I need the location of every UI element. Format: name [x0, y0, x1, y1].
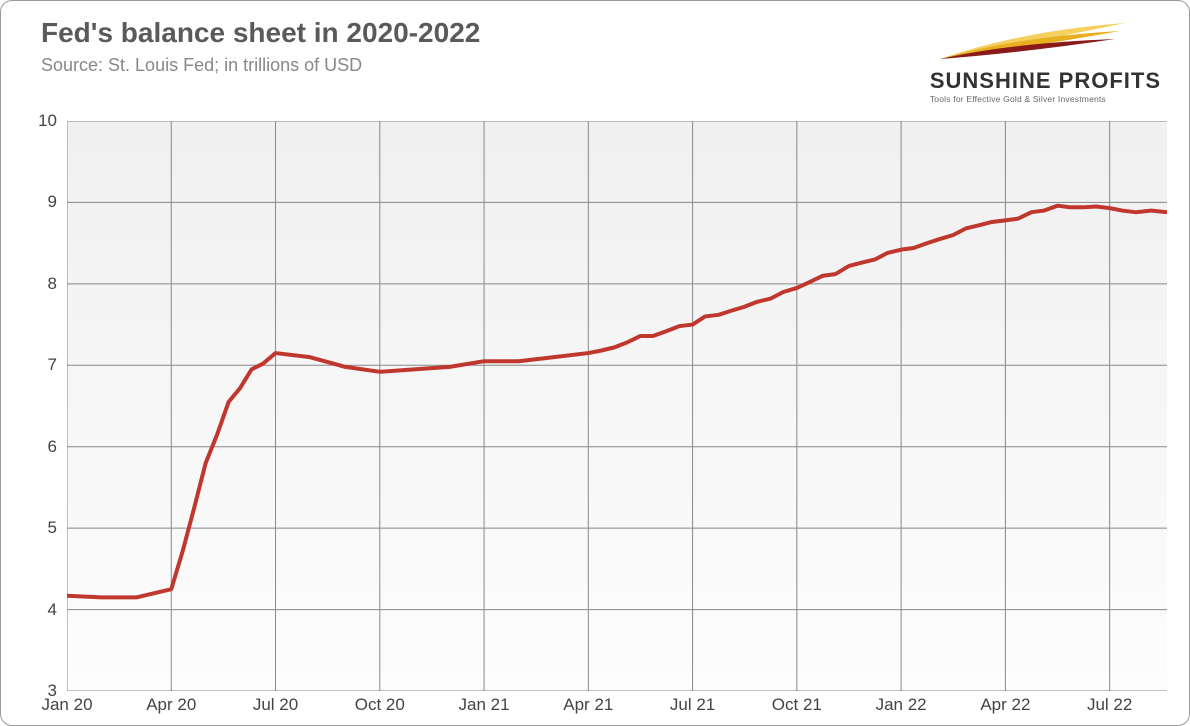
y-tick-label: 9	[17, 192, 57, 212]
y-tick-label: 8	[17, 274, 57, 294]
logo-swoosh-icon	[930, 21, 1130, 63]
chart-svg	[67, 121, 1167, 691]
x-tick-label: Jan 22	[876, 695, 927, 715]
x-tick-label: Oct 21	[772, 695, 822, 715]
y-tick-label: 5	[17, 518, 57, 538]
x-tick-label: Jan 20	[41, 695, 92, 715]
chart-card: Fed's balance sheet in 2020-2022 Source:…	[0, 0, 1190, 726]
x-tick-label: Jul 20	[253, 695, 298, 715]
brand-logo: SUNSHINE PROFITS Tools for Effective Gol…	[930, 21, 1161, 104]
series-line-balance_sheet	[67, 206, 1167, 598]
x-tick-label: Jan 21	[459, 695, 510, 715]
logo-tagline: Tools for Effective Gold & Silver Invest…	[930, 94, 1161, 104]
plot-area	[67, 121, 1167, 691]
y-tick-label: 10	[17, 111, 57, 131]
y-tick-label: 7	[17, 355, 57, 375]
x-tick-label: Apr 21	[563, 695, 613, 715]
logo-name: SUNSHINE PROFITS	[930, 68, 1161, 94]
chart-header: Fed's balance sheet in 2020-2022 Source:…	[1, 1, 1189, 76]
y-tick-label: 4	[17, 600, 57, 620]
x-tick-label: Jul 22	[1087, 695, 1132, 715]
x-tick-label: Oct 20	[355, 695, 405, 715]
y-tick-label: 6	[17, 437, 57, 457]
x-tick-label: Apr 22	[980, 695, 1030, 715]
x-tick-label: Jul 21	[670, 695, 715, 715]
x-tick-label: Apr 20	[146, 695, 196, 715]
